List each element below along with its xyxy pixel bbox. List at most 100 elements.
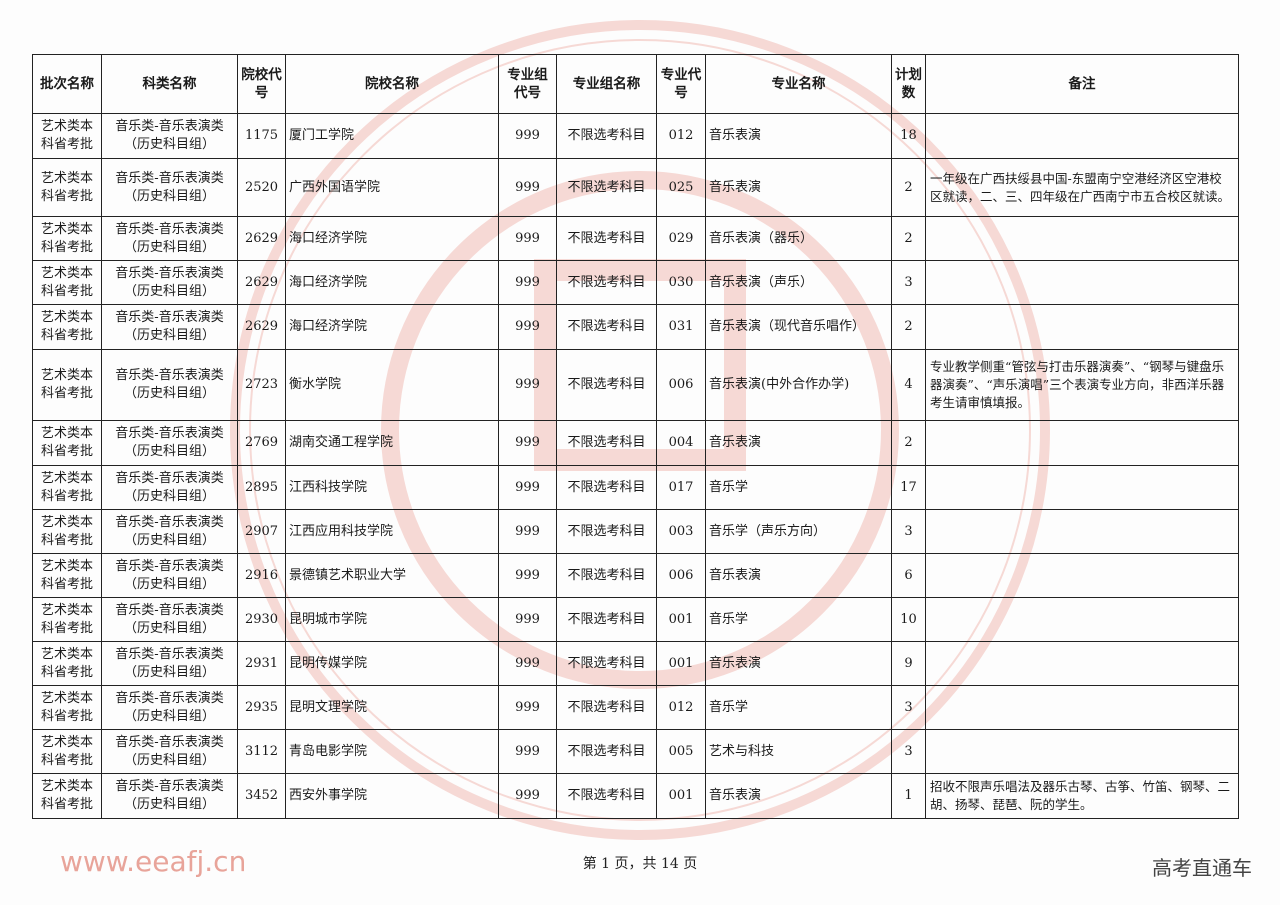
cell-3: 景德镇艺术职业大学 <box>285 553 499 598</box>
cell-4: 999 <box>498 216 557 261</box>
cell-7: 艺术与科技 <box>705 729 892 774</box>
cell-5: 不限选考科目 <box>556 304 657 350</box>
cell-7: 音乐表演 <box>705 113 892 159</box>
cell-0: 艺术类本科省考批 <box>32 158 102 217</box>
cell-3: 海口经济学院 <box>285 216 499 261</box>
cell-4: 999 <box>498 509 557 554</box>
cell-3: 湖南交通工程学院 <box>285 420 499 466</box>
cell-9: 招收不限声乐唱法及器乐古琴、古筝、竹笛、钢琴、二胡、扬琴、琵琶、阮的学生。 <box>925 773 1239 819</box>
cell-9 <box>925 553 1239 598</box>
cell-6: 029 <box>656 216 706 261</box>
cell-9 <box>925 597 1239 642</box>
column-header: 专业名称 <box>705 54 892 114</box>
cell-9 <box>925 729 1239 774</box>
cell-9 <box>925 465 1239 510</box>
cell-7: 音乐表演 <box>705 553 892 598</box>
table-row: 艺术类本科省考批 音乐类-音乐表演类（历史科目组） 2916 景德镇艺术职业大学 999… <box>32 553 1239 598</box>
column-header: 科类名称 <box>101 54 238 114</box>
cell-4: 999 <box>498 304 557 350</box>
cell-8: 3 <box>891 509 926 554</box>
cell-1: 音乐类-音乐表演类（历史科目组） <box>101 420 238 466</box>
cell-3: 青岛电影学院 <box>285 729 499 774</box>
table-row: 艺术类本科省考批 音乐类-音乐表演类（历史科目组） 2931 昆明传媒学院 999 不限选… <box>32 641 1239 686</box>
cell-5: 不限选考科目 <box>556 553 657 598</box>
cell-7: 音乐表演(中外合作办学) <box>705 349 892 421</box>
cell-6: 012 <box>656 685 706 730</box>
cell-9 <box>925 304 1239 350</box>
cell-2: 2629 <box>237 216 286 261</box>
cell-0: 艺术类本科省考批 <box>32 773 102 819</box>
cell-6: 030 <box>656 260 706 305</box>
column-header: 专业代号 <box>656 54 706 114</box>
column-header: 专业组名称 <box>556 54 657 114</box>
cell-7: 音乐学 <box>705 597 892 642</box>
cell-0: 艺术类本科省考批 <box>32 216 102 261</box>
cell-5: 不限选考科目 <box>556 260 657 305</box>
cell-1: 音乐类-音乐表演类（历史科目组） <box>101 349 238 421</box>
cell-5: 不限选考科目 <box>556 729 657 774</box>
cell-1: 音乐类-音乐表演类（历史科目组） <box>101 509 238 554</box>
cell-6: 001 <box>656 641 706 686</box>
table-row: 艺术类本科省考批 音乐类-音乐表演类（历史科目组） 3452 西安外事学院 999 不限选… <box>32 773 1239 819</box>
cell-3: 昆明传媒学院 <box>285 641 499 686</box>
table-row: 艺术类本科省考批 音乐类-音乐表演类（历史科目组） 2769 湖南交通工程学院 999 不… <box>32 420 1239 466</box>
cell-9 <box>925 641 1239 686</box>
cell-0: 艺术类本科省考批 <box>32 420 102 466</box>
cell-0: 艺术类本科省考批 <box>32 641 102 686</box>
cell-8: 3 <box>891 260 926 305</box>
cell-7: 音乐表演 <box>705 641 892 686</box>
cell-8: 10 <box>891 597 926 642</box>
cell-2: 2916 <box>237 553 286 598</box>
cell-8: 2 <box>891 216 926 261</box>
cell-0: 艺术类本科省考批 <box>32 509 102 554</box>
cell-2: 3452 <box>237 773 286 819</box>
cell-8: 18 <box>891 113 926 159</box>
cell-2: 1175 <box>237 113 286 159</box>
table-row: 艺术类本科省考批 音乐类-音乐表演类（历史科目组） 2895 江西科技学院 999 不限选… <box>32 465 1239 510</box>
column-header: 院校代号 <box>237 54 286 114</box>
cell-5: 不限选考科目 <box>556 465 657 510</box>
cell-9 <box>925 260 1239 305</box>
column-header: 计划数 <box>891 54 926 114</box>
cell-7: 音乐学 <box>705 685 892 730</box>
column-header: 备注 <box>925 54 1239 114</box>
cell-8: 3 <box>891 729 926 774</box>
cell-2: 2520 <box>237 158 286 217</box>
cell-3: 海口经济学院 <box>285 260 499 305</box>
cell-5: 不限选考科目 <box>556 113 657 159</box>
table-row: 艺术类本科省考批 音乐类-音乐表演类（历史科目组） 2907 江西应用科技学院 999 不… <box>32 509 1239 554</box>
cell-2: 2935 <box>237 685 286 730</box>
cell-2: 2930 <box>237 597 286 642</box>
cell-4: 999 <box>498 260 557 305</box>
cell-5: 不限选考科目 <box>556 773 657 819</box>
cell-3: 广西外国语学院 <box>285 158 499 217</box>
cell-1: 音乐类-音乐表演类（历史科目组） <box>101 304 238 350</box>
cell-3: 厦门工学院 <box>285 113 499 159</box>
cell-0: 艺术类本科省考批 <box>32 685 102 730</box>
table-row: 艺术类本科省考批 音乐类-音乐表演类（历史科目组） 2629 海口经济学院 999 不限选… <box>32 216 1239 261</box>
cell-2: 2723 <box>237 349 286 421</box>
column-header: 院校名称 <box>285 54 499 114</box>
brand-watermark: 高考直通车 <box>1152 856 1252 880</box>
cell-1: 音乐类-音乐表演类（历史科目组） <box>101 113 238 159</box>
cell-7: 音乐表演（现代音乐唱作） <box>705 304 892 350</box>
cell-0: 艺术类本科省考批 <box>32 729 102 774</box>
table-row: 艺术类本科省考批 音乐类-音乐表演类（历史科目组） 2935 昆明文理学院 999 不限选… <box>32 685 1239 730</box>
page-number: 第 1 页，共 14 页 <box>582 856 698 872</box>
cell-1: 音乐类-音乐表演类（历史科目组） <box>101 158 238 217</box>
cell-9 <box>925 685 1239 730</box>
table-row: 艺术类本科省考批 音乐类-音乐表演类（历史科目组） 1175 厦门工学院 999 不限选考… <box>32 113 1239 159</box>
cell-2: 2907 <box>237 509 286 554</box>
cell-8: 2 <box>891 158 926 217</box>
cell-1: 音乐类-音乐表演类（历史科目组） <box>101 553 238 598</box>
admission-plan-table: 批次名称 科类名称 院校代号 院校名称 专业组代号 专业组名称 专业代号 专业名称 计划数 备注 … <box>32 54 1239 819</box>
cell-9: 专业教学侧重“管弦与打击乐器演奏”、“钢琴与键盘乐器演奏”、“声乐演唱”三个表演… <box>925 349 1239 421</box>
table-row: 艺术类本科省考批 音乐类-音乐表演类（历史科目组） 2723 衡水学院 999 不限选考科… <box>32 349 1239 421</box>
cell-1: 音乐类-音乐表演类（历史科目组） <box>101 685 238 730</box>
cell-6: 004 <box>656 420 706 466</box>
cell-9: 一年级在广西扶绥县中国-东盟南宁空港经济区空港校区就读，二、三、四年级在广西南宁… <box>925 158 1239 217</box>
cell-8: 2 <box>891 420 926 466</box>
cell-6: 001 <box>656 597 706 642</box>
cell-7: 音乐表演 <box>705 158 892 217</box>
cell-6: 017 <box>656 465 706 510</box>
